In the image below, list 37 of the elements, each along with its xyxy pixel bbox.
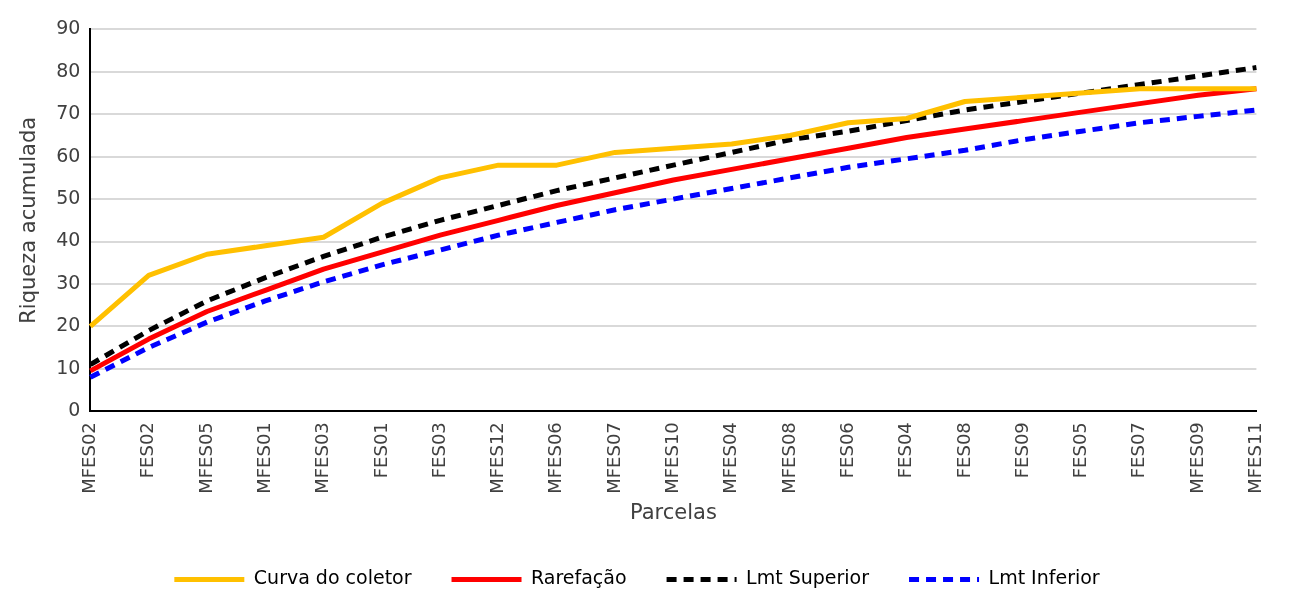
- y-tick-label: 70: [56, 101, 81, 124]
- x-tick-label: FES06: [835, 422, 857, 479]
- x-tick-label: FES08: [952, 422, 974, 479]
- x-tick-label: MFES10: [661, 422, 683, 494]
- x-tick-label: MFES04: [719, 422, 741, 494]
- x-tick-label: FES07: [1127, 422, 1149, 479]
- x-tick-label: MFES01: [252, 422, 274, 494]
- y-tick-label: 40: [56, 228, 81, 251]
- x-tick-label: FES02: [136, 422, 158, 479]
- y-tick-label: 60: [56, 143, 81, 166]
- x-tick-label: MFES09: [1185, 422, 1207, 494]
- x-tick-label: MFES02: [78, 422, 100, 494]
- x-tick-label: MFES12: [486, 422, 508, 494]
- x-tick-label: MFES11: [1244, 422, 1266, 494]
- x-axis-title: Parcelas: [629, 499, 717, 524]
- y-tick-label: 20: [56, 313, 81, 336]
- x-tick-label: FES05: [1069, 422, 1091, 479]
- legend-label: Curva do coletor: [253, 566, 412, 589]
- x-tick-label: FES03: [427, 422, 449, 479]
- x-tick-label: MFES06: [544, 422, 566, 494]
- x-tick-label: FES09: [1010, 422, 1032, 479]
- y-tick-label: 90: [56, 16, 81, 39]
- legend-label: Rarefação: [531, 566, 627, 589]
- x-tick-label: MFES03: [311, 422, 333, 494]
- y-tick-label: 0: [68, 398, 81, 421]
- y-tick-label: 30: [56, 270, 81, 293]
- x-tick-label: MFES05: [194, 422, 216, 494]
- y-tick-label: 50: [56, 186, 81, 209]
- legend-label: Lmt Inferior: [988, 566, 1100, 589]
- y-tick-label: 10: [56, 355, 81, 378]
- y-axis-title: Riqueza acumulada: [16, 116, 41, 324]
- legend-label: Lmt Superior: [746, 566, 870, 589]
- x-tick-label: MFES07: [602, 422, 624, 494]
- x-tick-label: FES04: [894, 422, 916, 479]
- y-tick-label: 80: [56, 58, 81, 81]
- x-tick-label: MFES08: [777, 422, 799, 494]
- x-tick-label: FES01: [369, 422, 391, 479]
